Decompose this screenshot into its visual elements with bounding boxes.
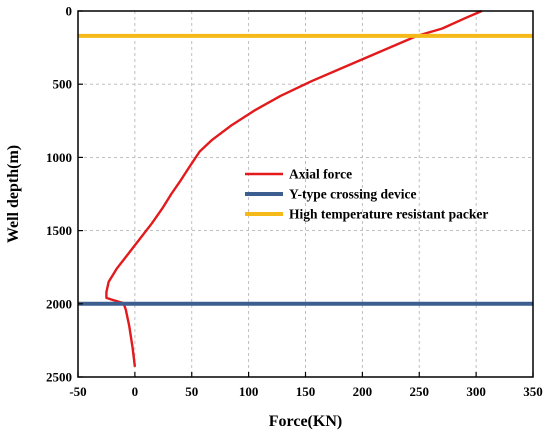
y-tick-label: 0 xyxy=(66,4,73,19)
y-tick-label: 1500 xyxy=(46,223,72,238)
x-tick-label: 100 xyxy=(239,384,259,399)
axis-tick-labels: -50 0 50 100 150 200 250 300 350 0 500 1000 1500 2000… xyxy=(46,4,543,400)
x-tick-label: 250 xyxy=(410,384,430,399)
x-tick-label: 150 xyxy=(296,384,316,399)
x-tick-label: 300 xyxy=(466,384,486,399)
x-tick-label: 50 xyxy=(185,384,198,399)
legend-label-high-temperature-packer: High temperature resistant packer xyxy=(289,207,488,222)
y-tick-label: 2000 xyxy=(46,296,72,311)
y-axis-title: Well depth(m) xyxy=(5,145,22,243)
axial-force-line xyxy=(105,9,483,367)
y-tick-label: 1000 xyxy=(46,150,72,165)
series-layer xyxy=(78,9,533,367)
x-tick-label: 200 xyxy=(353,384,373,399)
x-tick-label: 0 xyxy=(132,384,139,399)
y-tick-label: 500 xyxy=(53,77,73,92)
x-axis-title: Force(KN) xyxy=(269,413,342,430)
y-tick-label: 2500 xyxy=(46,370,72,385)
legend-label-axial-force: Axial force xyxy=(289,167,352,182)
x-tick-label: 350 xyxy=(523,384,543,399)
legend-label-y-type-crossing-device: Y-type crossing device xyxy=(289,187,417,202)
x-tick-label: -50 xyxy=(69,384,86,399)
axis-ticks xyxy=(77,10,534,378)
legend: Axial force Y-type crossing device High … xyxy=(245,167,488,222)
